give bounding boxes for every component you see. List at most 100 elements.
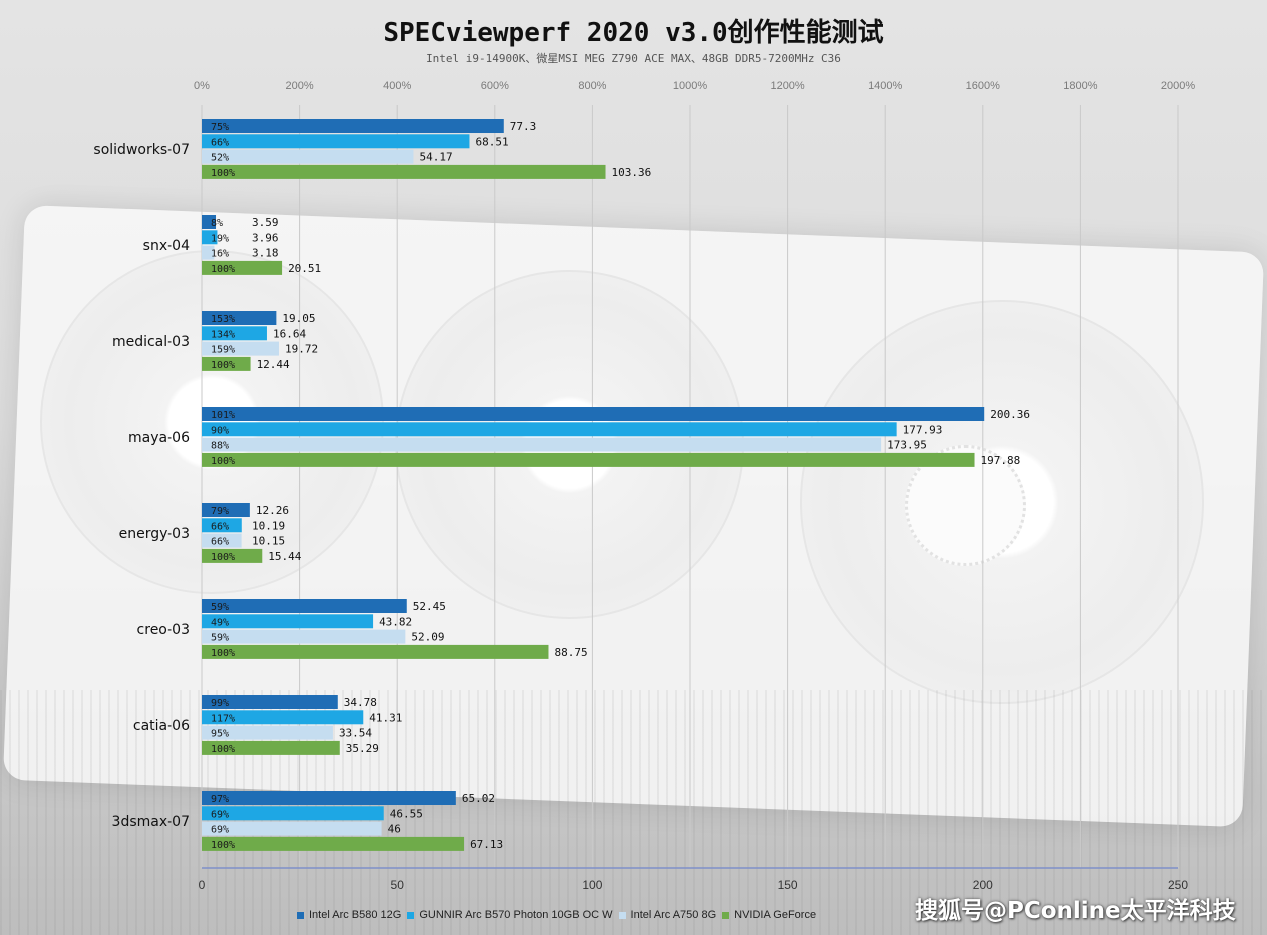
data-label: 43.82	[379, 615, 412, 628]
percent-label: 99%	[211, 698, 229, 709]
bar	[202, 791, 456, 805]
data-label: 16.64	[273, 327, 306, 340]
bar	[202, 149, 414, 164]
percent-label: 59%	[211, 633, 229, 644]
data-label: 54.17	[419, 151, 452, 164]
percent-label: 79%	[211, 506, 229, 517]
bar	[202, 260, 283, 275]
data-label: 41.31	[369, 711, 402, 724]
category-label: medical-03	[112, 334, 190, 350]
data-label: 77.3	[510, 120, 536, 133]
bar	[202, 695, 338, 709]
top-axis-tick-label: 1800%	[1063, 80, 1097, 92]
percent-label: 66%	[211, 537, 229, 548]
percent-label: 75%	[211, 122, 229, 133]
data-label: 177.93	[903, 423, 943, 436]
legend-item: NVIDIA GeForce	[722, 909, 816, 921]
percent-label: 59%	[211, 602, 229, 613]
category-label: creo-03	[137, 622, 190, 638]
legend-item: Intel Arc B580 12G	[297, 909, 401, 921]
top-axis-tick-label: 600%	[481, 80, 509, 92]
legend-swatch	[407, 911, 415, 919]
bar	[202, 644, 549, 659]
data-label: 35.29	[346, 742, 379, 755]
percent-label: 95%	[211, 729, 229, 740]
bar	[202, 245, 215, 260]
percent-label: 100%	[211, 456, 235, 467]
data-label: 3.96	[252, 231, 279, 244]
chart-subtitle: Intel i9-14900K、微星MSI MEG Z790 ACE MAX、4…	[426, 52, 841, 65]
category-label: solidworks-07	[93, 142, 190, 158]
percent-label: 69%	[211, 825, 229, 836]
percent-label: 100%	[211, 840, 235, 851]
data-label: 68.51	[475, 135, 508, 148]
legend-swatch	[722, 911, 730, 919]
legend-item: GUNNIR Arc B570 Photon 10GB OC W	[407, 909, 613, 921]
bar	[202, 119, 504, 133]
percent-label: 100%	[211, 168, 235, 179]
data-label: 88.75	[554, 646, 587, 659]
percent-label: 100%	[211, 744, 235, 755]
data-label: 20.51	[288, 262, 321, 275]
bar	[202, 725, 333, 740]
category-label: energy-03	[119, 526, 190, 542]
data-label: 46	[388, 823, 401, 836]
bar	[202, 599, 407, 613]
percent-label: 49%	[211, 617, 229, 628]
chart-title: SPECviewperf 2020 v3.0创作性能测试	[383, 18, 884, 48]
bar	[202, 407, 985, 421]
data-label: 46.55	[390, 807, 423, 820]
percent-label: 100%	[211, 648, 235, 659]
bottom-axis-tick-label: 50	[391, 878, 405, 892]
percent-label: 19%	[211, 233, 229, 244]
percent-label: 8%	[211, 218, 223, 229]
category-label: catia-06	[133, 718, 190, 734]
top-axis-tick-label: 0%	[194, 80, 210, 92]
bottom-axis-tick-label: 100	[582, 878, 602, 892]
legend-label: Intel Arc B580 12G	[309, 909, 402, 921]
chart-legend: Intel Arc B580 12G GUNNIR Arc B570 Photon…	[297, 907, 822, 923]
data-label: 173.95	[887, 439, 927, 452]
percent-label: 88%	[211, 441, 229, 452]
top-axis-tick-label: 1600%	[966, 80, 1000, 92]
category-label: snx-04	[143, 238, 190, 254]
bar	[202, 629, 406, 644]
bottom-axis-tick-label: 250	[1168, 878, 1188, 892]
bar	[202, 548, 263, 563]
bar	[202, 422, 897, 437]
bar	[202, 437, 882, 452]
data-label: 197.88	[981, 454, 1021, 467]
legend-label: GUNNIR Arc B570 Photon 10GB OC W	[419, 909, 613, 921]
data-label: 103.36	[612, 166, 652, 179]
top-axis-tick-label: 2000%	[1161, 80, 1195, 92]
data-label: 34.78	[344, 696, 377, 709]
data-label: 3.18	[252, 247, 279, 260]
bar	[202, 311, 277, 325]
data-label: 67.13	[470, 838, 503, 851]
data-label: 19.05	[282, 312, 315, 325]
bar	[202, 821, 382, 836]
percent-label: 153%	[211, 314, 235, 325]
percent-label: 101%	[211, 410, 235, 421]
percent-label: 134%	[211, 329, 235, 340]
bar	[202, 215, 217, 229]
bar	[202, 533, 242, 548]
watermark: 搜狐号@PConline太平洋科技	[915, 898, 1236, 924]
percent-label: 100%	[211, 552, 235, 563]
bar	[202, 518, 242, 533]
data-label: 12.26	[256, 504, 289, 517]
percent-label: 90%	[211, 425, 229, 436]
bar	[202, 341, 279, 356]
bar	[202, 806, 384, 821]
bar	[202, 164, 606, 179]
percent-label: 69%	[211, 809, 229, 820]
bar	[202, 326, 267, 341]
data-label: 52.09	[411, 631, 444, 644]
data-label: 19.72	[285, 343, 318, 356]
legend-item: Intel Arc A750 8G	[618, 909, 716, 921]
data-label: 10.15	[252, 535, 285, 548]
percent-label: 97%	[211, 794, 229, 805]
data-label: 3.59	[252, 216, 279, 229]
bar	[202, 740, 340, 755]
